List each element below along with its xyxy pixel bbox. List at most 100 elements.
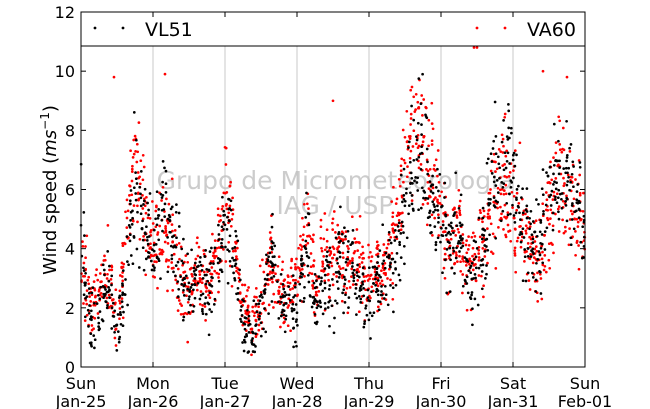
data-point xyxy=(267,303,271,307)
data-point xyxy=(442,212,445,215)
data-point xyxy=(340,232,344,236)
data-point xyxy=(204,319,207,322)
data-point xyxy=(451,226,454,230)
data-point xyxy=(120,266,124,270)
data-point xyxy=(193,272,197,276)
data-point xyxy=(213,239,217,242)
data-point xyxy=(129,149,132,153)
data-point xyxy=(120,261,124,265)
data-point xyxy=(235,255,238,258)
data-point xyxy=(572,227,576,231)
data-point xyxy=(252,299,256,303)
data-point xyxy=(351,265,354,268)
data-point xyxy=(511,203,514,207)
data-point xyxy=(358,265,362,269)
data-point xyxy=(554,187,558,191)
data-point xyxy=(421,140,425,144)
data-point xyxy=(453,211,457,214)
data-point xyxy=(310,272,314,276)
data-point xyxy=(314,299,318,303)
data-point xyxy=(311,279,315,283)
data-point xyxy=(84,298,88,302)
data-point xyxy=(581,225,585,229)
data-point xyxy=(83,315,87,319)
data-point xyxy=(412,95,416,99)
data-point xyxy=(222,220,225,224)
data-point xyxy=(529,222,532,226)
data-point xyxy=(95,302,99,305)
data-point xyxy=(158,248,162,251)
data-point xyxy=(107,279,111,283)
data-point xyxy=(183,311,187,315)
data-point xyxy=(479,211,482,215)
data-point xyxy=(273,244,277,248)
data-point xyxy=(234,249,237,253)
data-point xyxy=(313,273,317,276)
data-point xyxy=(515,153,518,157)
data-point xyxy=(451,252,455,255)
data-point xyxy=(392,185,395,189)
data-point xyxy=(434,196,437,199)
data-point xyxy=(431,234,434,237)
data-point xyxy=(539,270,542,274)
data-point xyxy=(313,321,317,325)
data-point xyxy=(565,197,569,201)
data-point xyxy=(477,259,481,262)
data-point xyxy=(217,290,220,294)
data-point xyxy=(292,295,295,299)
data-point xyxy=(107,286,110,289)
data-point xyxy=(441,220,445,223)
data-point xyxy=(129,210,133,214)
data-point xyxy=(270,276,273,280)
data-point xyxy=(137,197,141,201)
data-point xyxy=(389,235,393,239)
data-point xyxy=(441,271,444,275)
data-point xyxy=(531,220,535,223)
data-point xyxy=(412,118,416,122)
data-point xyxy=(565,153,569,157)
data-point xyxy=(380,279,384,283)
data-point xyxy=(409,117,413,120)
data-point xyxy=(459,269,463,273)
data-point xyxy=(426,202,430,205)
data-point xyxy=(128,233,132,237)
data-point xyxy=(505,159,509,163)
data-point xyxy=(382,297,386,300)
data-point xyxy=(266,283,270,286)
y-tick-label: 10 xyxy=(55,62,75,81)
data-point xyxy=(298,269,302,272)
data-point xyxy=(182,315,186,319)
data-point xyxy=(376,293,380,297)
data-point xyxy=(258,311,262,315)
data-point xyxy=(509,126,513,130)
data-point xyxy=(164,191,168,194)
watermark-line-2: IAG / USP xyxy=(277,191,394,220)
data-point xyxy=(87,282,91,286)
data-point xyxy=(446,231,450,235)
data-point xyxy=(542,209,545,213)
data-point xyxy=(524,208,528,212)
data-point xyxy=(552,190,556,194)
data-point xyxy=(582,191,585,195)
data-point xyxy=(280,311,284,314)
data-point xyxy=(259,334,263,338)
data-point xyxy=(144,249,148,253)
data-point xyxy=(557,210,560,214)
data-point xyxy=(366,279,370,282)
data-point xyxy=(557,115,561,119)
data-point xyxy=(92,280,96,283)
data-point xyxy=(296,324,299,327)
data-point xyxy=(493,205,497,209)
data-point xyxy=(86,278,90,282)
data-point xyxy=(251,310,254,313)
data-point xyxy=(118,274,122,277)
data-point xyxy=(223,223,227,227)
data-point xyxy=(494,170,497,173)
data-point xyxy=(288,299,292,302)
data-point xyxy=(292,307,296,311)
data-point xyxy=(254,345,257,348)
data-point xyxy=(222,227,225,231)
data-point xyxy=(288,281,292,285)
data-point xyxy=(166,236,169,239)
data-point xyxy=(423,191,427,194)
